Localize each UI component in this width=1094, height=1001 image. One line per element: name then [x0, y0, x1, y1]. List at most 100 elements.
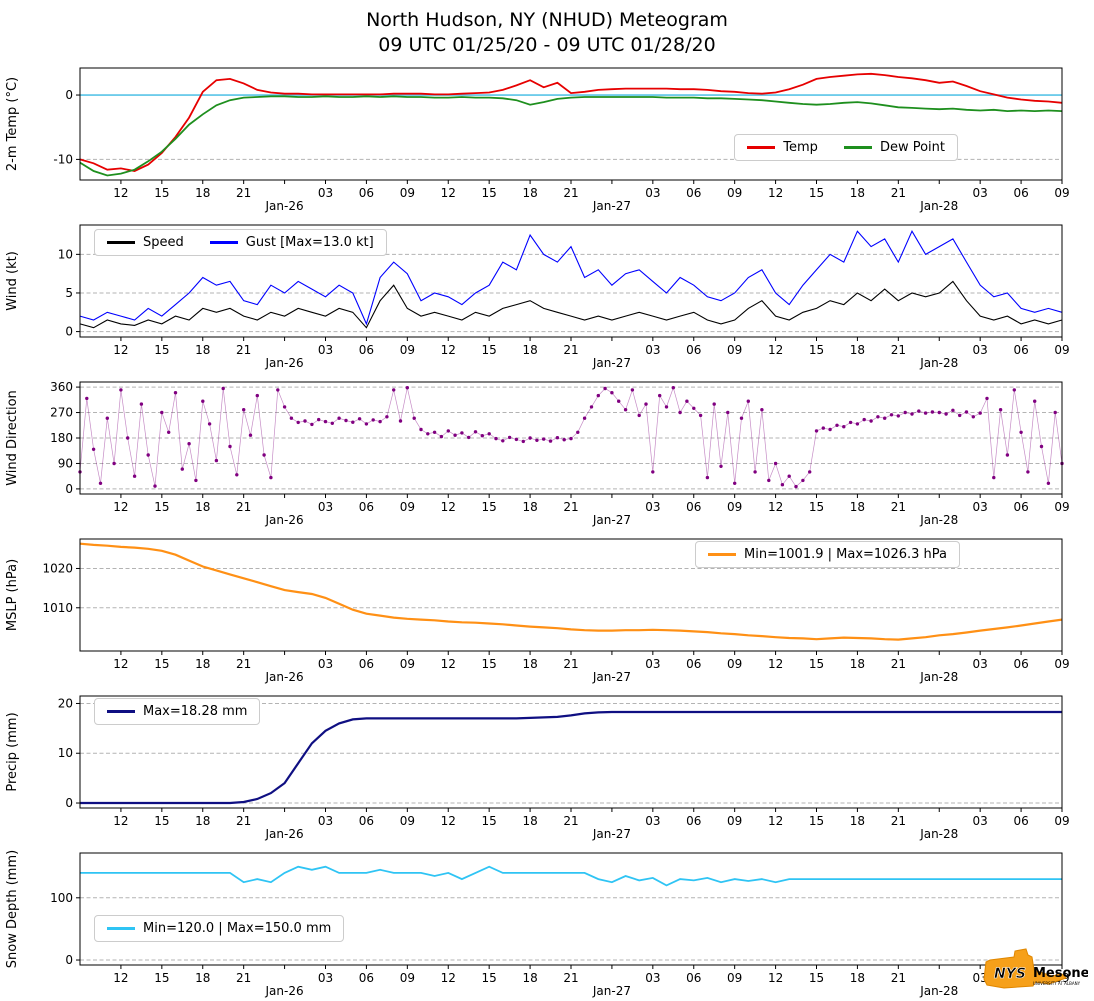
temp-xtick-label: 15 — [809, 186, 824, 200]
precip-xtick-label: 18 — [850, 814, 865, 828]
snow-xtick-label: Jan-27 — [592, 984, 631, 998]
wind-xtick-label: 21 — [891, 343, 906, 357]
wind-xtick-label: 03 — [645, 343, 660, 357]
mslp-xtick-label: 06 — [1013, 657, 1028, 671]
wind-xtick-label: 09 — [1054, 343, 1069, 357]
temp-xtick-label: 06 — [359, 186, 374, 200]
mslp-xtick-label: 06 — [686, 657, 701, 671]
logo-mesonet-text: Mesonet — [1033, 966, 1088, 981]
mslp-xtick-label: 15 — [809, 657, 824, 671]
panel-snow-depth: Snow Depth (mm) 0 100 12 15 18 21 Jan-26 03 06 09… — [0, 843, 1094, 1000]
snow-series-line-0 — [80, 865, 1062, 887]
temp-xtick-label: 18 — [195, 186, 210, 200]
winddir-xtick-label: Jan-28 — [919, 513, 958, 527]
snow-ytick-label: 0 — [65, 953, 73, 967]
mslp-ylabel: MSLP (hPa) — [5, 559, 20, 631]
mslp-xtick-label: 03 — [973, 657, 988, 671]
wind-xtick-label: Jan-26 — [265, 356, 304, 370]
snow-xtick-label: 18 — [850, 971, 865, 985]
temp-series-line-0 — [79, 72, 1063, 172]
precip-xtick-label: 21 — [236, 814, 251, 828]
mslp-xtick-label: 18 — [850, 657, 865, 671]
wind-xtick-label: Jan-28 — [919, 356, 958, 370]
speed-legend-item: Speed — [107, 235, 184, 250]
mslp-xtick-label: 09 — [400, 657, 415, 671]
wind-xtick-label: 15 — [482, 343, 497, 357]
temp-legend-label: Temp — [783, 140, 818, 155]
precip-plot-area: 0 10 20 12 15 18 21 Jan-26 03 06 09 12 15 18 21 Jan-27 0… — [58, 695, 1070, 841]
mslp-xtick-label: Jan-26 — [265, 670, 304, 684]
wind-xtick-label: 15 — [809, 343, 824, 357]
precip-xtick-label: 09 — [400, 814, 415, 828]
logo-nys-text: NYS — [994, 966, 1026, 982]
precip-xtick-label: 15 — [482, 814, 497, 828]
wind-xtick-label: 03 — [318, 343, 333, 357]
snow-xtick-label: Jan-26 — [265, 984, 304, 998]
panel-temp: 2-m Temp (°C) -10 0 12 15 18 21 Jan-26 03 06 09 12… — [0, 58, 1094, 215]
snow-xtick-label: 21 — [236, 971, 251, 985]
snow-xtick-label: 09 — [727, 971, 742, 985]
panel-wind: Wind (kt) 0 5 10 12 15 18 21 Jan-26 03 06 09 12 15 18… — [0, 215, 1094, 372]
precip-legend: Max=18.28 mm — [94, 698, 261, 725]
precip-xtick-label: 09 — [727, 814, 742, 828]
panel-wind-direction: Wind Direction 0 90 180 270 360 12 15 18 21 Jan-2… — [0, 372, 1094, 529]
winddir-xtick-label: 09 — [400, 500, 415, 514]
mslp-xtick-label: 15 — [482, 657, 497, 671]
precip-xtick-label: 15 — [154, 814, 169, 828]
winddir-xtick-label: 06 — [359, 500, 374, 514]
snow-xtick-label: 12 — [768, 971, 783, 985]
mslp-xtick-label: 21 — [236, 657, 251, 671]
precip-xtick-label: Jan-27 — [592, 827, 631, 841]
winddir-xtick-label: 06 — [686, 500, 701, 514]
snow-depth-plot-area: 0 100 12 15 18 21 Jan-26 03 06 09 12 15 18 21 Jan-27 03… — [50, 852, 1070, 998]
snow-depth-ylabel: Snow Depth (mm) — [5, 850, 20, 968]
winddir-xtick-label: 12 — [113, 500, 128, 514]
temp-xtick-label: 18 — [522, 186, 537, 200]
temp-xtick-label: Jan-28 — [919, 199, 958, 213]
snow-xtick-label: 15 — [809, 971, 824, 985]
temp-xtick-label: 21 — [563, 186, 578, 200]
mslp-legend: Min=1001.9 | Max=1026.3 hPa — [695, 541, 960, 568]
mslp-xtick-label: 21 — [563, 657, 578, 671]
temp-ytick-label: -10 — [53, 152, 73, 166]
mslp-legend-item: Min=1001.9 | Max=1026.3 hPa — [708, 547, 947, 562]
snow-depth-line-swatch — [107, 927, 135, 930]
winddir-ytick-label: 270 — [50, 406, 73, 420]
winddir-xtick-label: 09 — [1054, 500, 1069, 514]
snow-xtick-label: 06 — [686, 971, 701, 985]
snow-xtick-label: 21 — [891, 971, 906, 985]
winddir-xtick-label: 03 — [318, 500, 333, 514]
temp-ylabel: 2-m Temp (°C) — [5, 77, 20, 171]
snow-depth-legend-label: Min=120.0 | Max=150.0 mm — [143, 921, 332, 936]
winddir-xtick-label: 18 — [850, 500, 865, 514]
snow-xtick-label: 03 — [973, 971, 988, 985]
winddir-xtick-label: Jan-27 — [592, 513, 631, 527]
snow-xtick-label: Jan-28 — [919, 984, 958, 998]
mslp-xtick-label: Jan-27 — [592, 670, 631, 684]
wind-xtick-label: 06 — [686, 343, 701, 357]
precip-ylabel: Precip (mm) — [5, 712, 20, 791]
snow-xtick-label: 21 — [563, 971, 578, 985]
winddir-xtick-label: 15 — [154, 500, 169, 514]
wind-xtick-label: Jan-27 — [592, 356, 631, 370]
precip-ytick-label: 10 — [58, 746, 73, 760]
mslp-xtick-label: 18 — [195, 657, 210, 671]
snow-xtick-label: 03 — [318, 971, 333, 985]
temp-xtick-label: Jan-26 — [265, 199, 304, 213]
mslp-xtick-label: 12 — [768, 657, 783, 671]
wind-xtick-label: 15 — [154, 343, 169, 357]
wind-xtick-label: 18 — [522, 343, 537, 357]
winddir-ytick-label: 0 — [65, 482, 73, 496]
winddir-xtick-label: Jan-26 — [265, 513, 304, 527]
precip-legend-item: Max=18.28 mm — [107, 704, 247, 719]
wind-xtick-label: 12 — [768, 343, 783, 357]
snow-xtick-label: 03 — [645, 971, 660, 985]
precip-xtick-label: 06 — [359, 814, 374, 828]
winddir-xtick-label: 15 — [809, 500, 824, 514]
temp-plot-area: -10 0 12 15 18 21 Jan-26 03 06 09 12 15 18 21 Jan-27 03… — [53, 67, 1070, 213]
wind-series-line-1 — [79, 229, 1063, 326]
precip-xtick-label: 03 — [645, 814, 660, 828]
winddir-xtick-label: 03 — [973, 500, 988, 514]
temp-legend-item: Temp — [747, 140, 818, 155]
